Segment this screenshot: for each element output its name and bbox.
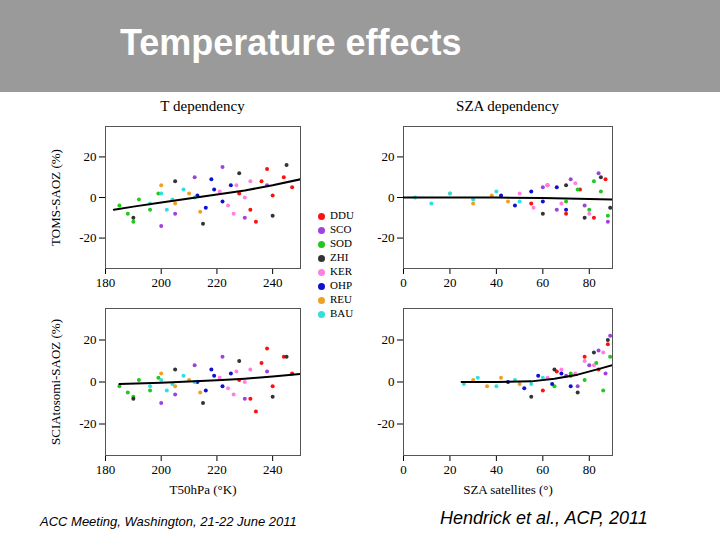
svg-text:80: 80 bbox=[583, 462, 596, 477]
html-text:KER: KER bbox=[330, 265, 352, 277]
svg-text:0: 0 bbox=[388, 190, 395, 205]
html-text:DDU: DDU bbox=[330, 209, 354, 221]
html-text:T dependency: T dependency bbox=[160, 98, 245, 114]
svg-text:0: 0 bbox=[90, 374, 97, 389]
svg-text:220: 220 bbox=[207, 275, 227, 290]
svg-text:200: 200 bbox=[151, 275, 171, 290]
html-text:ZHI: ZHI bbox=[330, 251, 349, 263]
svg-text:200: 200 bbox=[151, 462, 171, 477]
svg-text:-20: -20 bbox=[79, 230, 96, 245]
html-text:BAU: BAU bbox=[330, 307, 354, 319]
svg-text:60: 60 bbox=[536, 275, 549, 290]
svg-text:T50hPa (°K): T50hPa (°K) bbox=[170, 482, 237, 497]
html-text:SOD: SOD bbox=[330, 237, 352, 249]
svg-text:0: 0 bbox=[90, 190, 97, 205]
svg-text:240: 240 bbox=[263, 275, 283, 290]
svg-text:80: 80 bbox=[583, 275, 596, 290]
svg-text:60: 60 bbox=[536, 462, 549, 477]
html-text:OHP: OHP bbox=[330, 279, 352, 291]
svg-text:40: 40 bbox=[490, 275, 503, 290]
html-text:REU: REU bbox=[330, 293, 352, 305]
svg-text:0: 0 bbox=[400, 462, 407, 477]
svg-text:20: 20 bbox=[84, 332, 97, 347]
svg-text:SCIAtosomi-SAOZ (%): SCIAtosomi-SAOZ (%) bbox=[48, 319, 63, 445]
html-text:Hendrick et al., ACP, 2011: Hendrick et al., ACP, 2011 bbox=[440, 508, 648, 528]
svg-text:40: 40 bbox=[490, 462, 503, 477]
svg-text:-20: -20 bbox=[79, 416, 96, 431]
html-text:SZA dependency: SZA dependency bbox=[456, 98, 559, 114]
svg-text:-20: -20 bbox=[377, 416, 394, 431]
svg-text:0: 0 bbox=[400, 275, 407, 290]
svg-text:180: 180 bbox=[96, 275, 116, 290]
svg-text:20: 20 bbox=[382, 149, 395, 164]
svg-text:20: 20 bbox=[443, 275, 456, 290]
html-text:ACC Meeting, Washington, 21-22: ACC Meeting, Washington, 21-22 June 2011 bbox=[40, 514, 297, 529]
html-text:SCO: SCO bbox=[330, 223, 352, 235]
svg-text:240: 240 bbox=[263, 462, 283, 477]
svg-text:180: 180 bbox=[96, 462, 116, 477]
svg-text:20: 20 bbox=[84, 149, 97, 164]
svg-text:0: 0 bbox=[388, 374, 395, 389]
html-text:Temperature effects: Temperature effects bbox=[120, 22, 462, 63]
svg-text:20: 20 bbox=[443, 462, 456, 477]
svg-text:SZA satellites (°): SZA satellites (°) bbox=[463, 482, 553, 497]
svg-text:TOMS-SAOZ (%): TOMS-SAOZ (%) bbox=[48, 149, 63, 246]
svg-text:-20: -20 bbox=[377, 230, 394, 245]
svg-text:20: 20 bbox=[382, 332, 395, 347]
svg-text:220: 220 bbox=[207, 462, 227, 477]
